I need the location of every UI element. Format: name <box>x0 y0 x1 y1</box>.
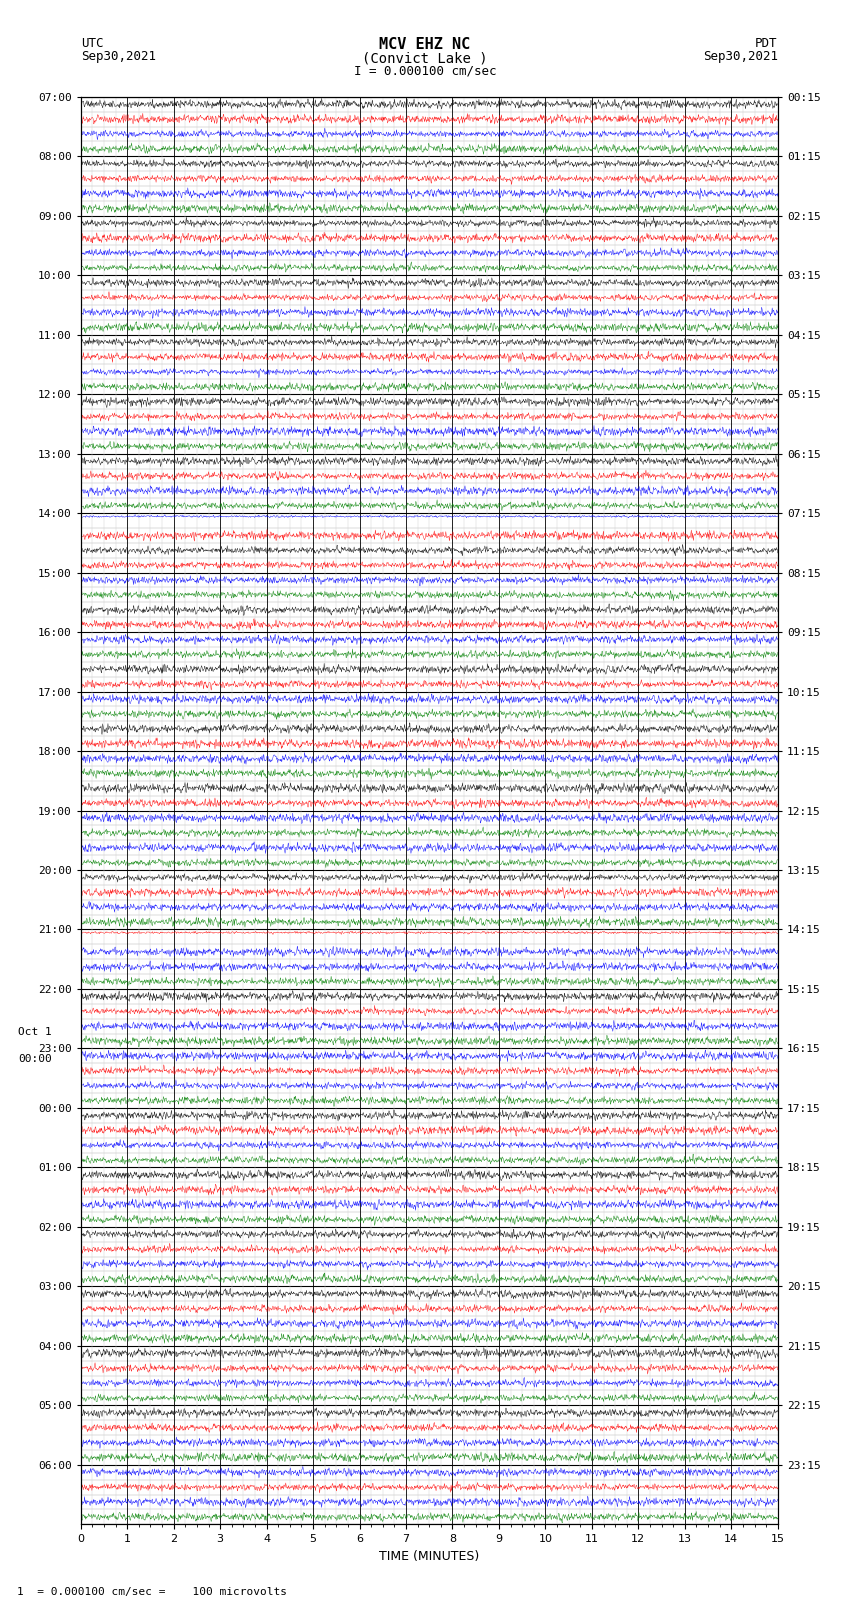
Text: I = 0.000100 cm/sec: I = 0.000100 cm/sec <box>354 65 496 77</box>
Text: (Convict Lake ): (Convict Lake ) <box>362 52 488 66</box>
Text: Sep30,2021: Sep30,2021 <box>703 50 778 63</box>
X-axis label: TIME (MINUTES): TIME (MINUTES) <box>379 1550 479 1563</box>
Text: Sep30,2021: Sep30,2021 <box>81 50 156 63</box>
Text: UTC: UTC <box>81 37 103 50</box>
Text: Oct 1: Oct 1 <box>18 1027 52 1037</box>
Text: 1  = 0.000100 cm/sec =    100 microvolts: 1 = 0.000100 cm/sec = 100 microvolts <box>17 1587 287 1597</box>
Text: PDT: PDT <box>756 37 778 50</box>
Text: 00:00: 00:00 <box>18 1053 52 1065</box>
Text: MCV EHZ NC: MCV EHZ NC <box>379 37 471 52</box>
